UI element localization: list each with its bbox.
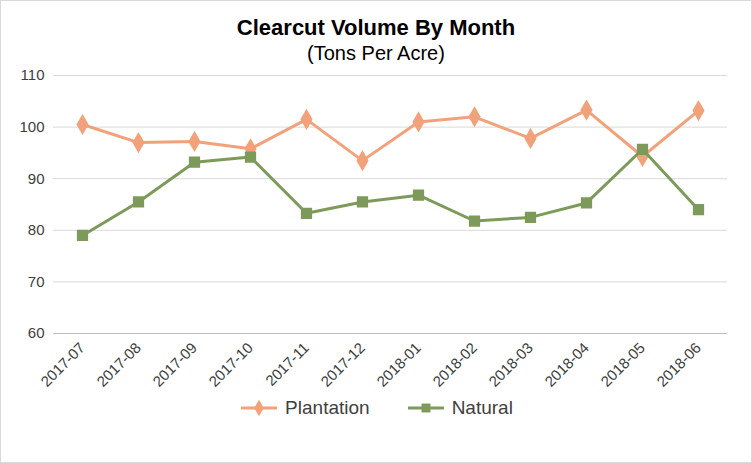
svg-text:2017-09: 2017-09 [149,339,200,390]
svg-text:2018-01: 2018-01 [373,339,424,390]
svg-text:2018-04: 2018-04 [541,339,592,390]
svg-text:2017-12: 2017-12 [317,339,368,390]
svg-text:2017-10: 2017-10 [205,339,256,390]
svg-text:2018-02: 2018-02 [429,339,480,390]
svg-text:100: 100 [19,118,44,135]
html-text:Plantation: Plantation [285,397,370,418]
html-text:Natural: Natural [451,397,513,418]
svg-text:2018-03: 2018-03 [485,339,536,390]
svg-text:2017-11: 2017-11 [262,339,312,389]
svg-text:90: 90 [28,170,45,187]
svg-text:70: 70 [28,273,45,290]
svg-text:110: 110 [21,66,45,83]
svg-text:2018-05: 2018-05 [597,339,648,390]
svg-text:60: 60 [28,324,45,341]
svg-text:2018-06: 2018-06 [653,339,704,390]
html-text:Clearcut Volume By Month: Clearcut Volume By Month [236,15,516,40]
svg-text:2017-08: 2017-08 [93,339,144,390]
html-text:(Tons Per Acre): (Tons Per Acre) [307,42,445,64]
svg-text:2017-07: 2017-07 [37,339,88,390]
svg-text:80: 80 [28,221,45,238]
